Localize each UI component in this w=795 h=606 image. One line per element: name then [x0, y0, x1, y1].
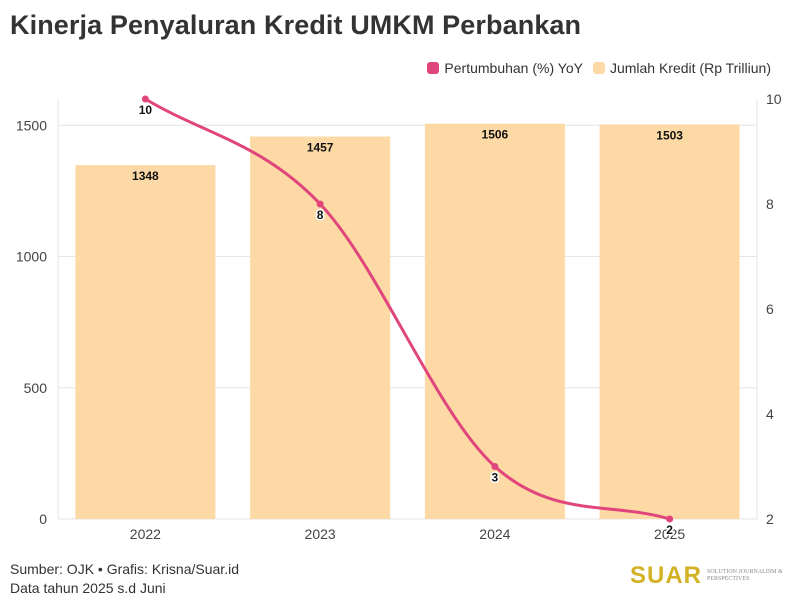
legend: Pertumbuhan (%) YoY Jumlah Kredit (Rp Tr… [427, 60, 771, 76]
bar-value-label: 1503 [656, 128, 683, 142]
legend-item-growth[interactable]: Pertumbuhan (%) YoY [427, 60, 583, 76]
legend-swatch-credit [592, 62, 605, 74]
source-note: Sumber: OJK • Grafis: Krisna/Suar.id Dat… [10, 560, 239, 598]
chart-title: Kinerja Penyaluran Kredit UMKM Perbankan [10, 10, 582, 40]
brand-logo: SUAR Solution Journalism & Perspectives [630, 562, 787, 590]
growth-point [666, 515, 674, 523]
right-axis-tick-label: 2 [766, 511, 774, 527]
growth-point [491, 463, 499, 470]
growth-value-label: 3 [492, 471, 499, 485]
bar [424, 123, 565, 520]
growth-value-label: 2 [666, 523, 673, 537]
bar [599, 124, 740, 520]
x-axis-tick-label: 2022 [130, 526, 161, 542]
growth-value-label: 10 [139, 103, 153, 117]
brand-tagline: Solution Journalism & Perspectives [707, 569, 783, 582]
right-axis-tick-label: 10 [766, 91, 782, 107]
left-axis-tick-label: 1500 [16, 117, 47, 133]
x-axis-tick-label: 2025 [654, 526, 685, 542]
legend-label-growth: Pertumbuhan (%) YoY [444, 60, 583, 76]
growth-value-label: 8 [317, 208, 324, 222]
growth-line [143, 97, 672, 521]
bar [250, 136, 391, 519]
growth-point [316, 200, 324, 208]
right-axis-tick-label: 4 [766, 406, 774, 422]
bar [75, 165, 216, 519]
left-axis-tick-label: 0 [39, 511, 47, 527]
bar-value-label: 1457 [307, 141, 334, 155]
source-text: Sumber: OJK • Grafis: Krisna/Suar.id [10, 561, 239, 577]
brand-name: SUAR [630, 562, 703, 589]
x-axis-tick-label: 2023 [305, 526, 336, 542]
right-axis-tick-label: 6 [766, 301, 774, 317]
left-axis-tick-label: 1000 [16, 249, 47, 265]
x-axis-tick-label: 2024 [479, 526, 510, 542]
bar-value-label: 1348 [132, 169, 159, 183]
bar-value-label: 1506 [482, 128, 509, 142]
left-axis-tick-label: 500 [24, 380, 48, 396]
right-axis-tick-label: 8 [766, 196, 774, 212]
legend-swatch-growth [427, 62, 440, 74]
legend-label-credit: Jumlah Kredit (Rp Trilliun) [609, 60, 771, 76]
legend-item-credit[interactable]: Jumlah Kredit (Rp Trilliun) [592, 60, 771, 76]
data-note: Data tahun 2025 s.d Juni [10, 580, 166, 596]
growth-point [141, 95, 149, 103]
